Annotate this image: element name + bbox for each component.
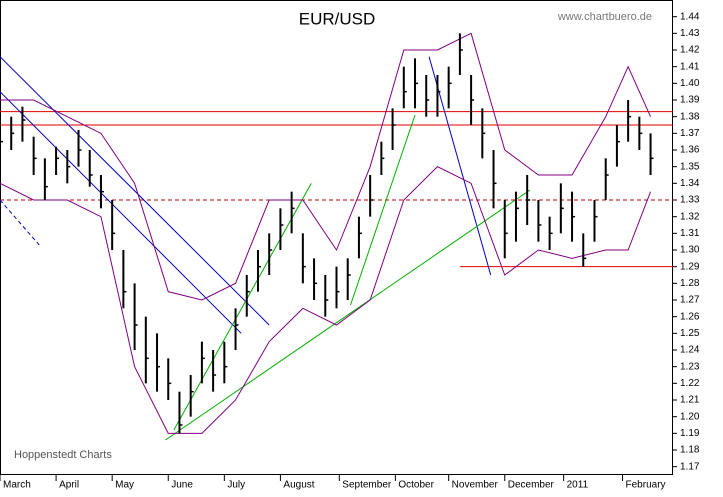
trend-line	[0, 91, 242, 334]
y-tick-label: 1.24	[680, 345, 700, 356]
trend-line	[173, 183, 312, 431]
trend-line	[0, 56, 270, 326]
y-tick-label: 1.30	[680, 245, 700, 256]
source: www.chartbuero.de	[557, 11, 652, 23]
x-tick-label: December	[508, 480, 555, 491]
x-tick-label: October	[398, 480, 434, 491]
x-tick-label: June	[171, 480, 193, 491]
y-tick-label: 1.29	[680, 261, 700, 272]
x-tick-label: September	[342, 480, 392, 491]
x-tick-label: 2011	[567, 480, 589, 491]
trend-line	[0, 199, 40, 246]
x-tick-label: November	[452, 480, 499, 491]
y-tick-label: 1.28	[680, 278, 700, 289]
chart-title: EUR/USD	[299, 9, 376, 28]
y-tick-label: 1.31	[680, 228, 700, 239]
bollinger-upper	[0, 32, 652, 301]
y-tick-label: 1.35	[680, 161, 700, 172]
y-tick-label: 1.40	[680, 78, 700, 89]
x-tick-label: August	[283, 480, 314, 491]
y-tick-label: 1.33	[680, 195, 700, 206]
trend-line	[350, 114, 416, 306]
y-tick-label: 1.23	[680, 361, 700, 372]
y-tick-label: 1.25	[680, 328, 700, 339]
y-tick-label: 1.38	[680, 111, 700, 122]
x-tick-label: February	[626, 480, 666, 491]
y-tick-label: 1.36	[680, 145, 700, 156]
y-tick-label: 1.20	[680, 411, 700, 422]
y-tick-label: 1.22	[680, 378, 700, 389]
y-tick-label: 1.37	[680, 128, 700, 139]
y-tick-label: 1.41	[680, 61, 700, 72]
y-tick-label: 1.43	[680, 28, 700, 39]
x-tick-label: July	[227, 480, 245, 491]
y-tick-label: 1.21	[680, 395, 700, 406]
y-tick-label: 1.42	[680, 45, 700, 56]
y-tick-label: 1.34	[680, 178, 700, 189]
x-tick-label: April	[59, 480, 79, 491]
y-tick-label: 1.44	[680, 11, 700, 22]
y-tick-label: 1.26	[680, 311, 700, 322]
y-tick-label: 1.17	[680, 461, 700, 472]
y-tick-label: 1.27	[680, 295, 700, 306]
y-tick-label: 1.32	[680, 211, 700, 222]
y-tick-label: 1.39	[680, 95, 700, 106]
trend-line	[428, 56, 492, 276]
x-tick-label: May	[115, 480, 134, 491]
credit: Hoppenstedt Charts	[14, 449, 112, 461]
bollinger-lower	[0, 166, 652, 434]
x-tick-label: March	[3, 480, 31, 491]
y-tick-label: 1.19	[680, 428, 700, 439]
y-tick-label: 1.18	[680, 445, 700, 456]
trend-line	[165, 189, 531, 441]
